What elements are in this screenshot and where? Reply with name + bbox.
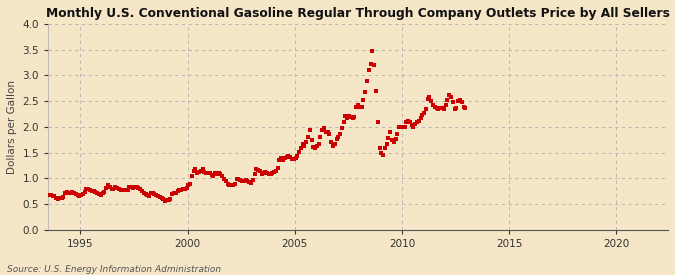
Title: Monthly U.S. Conventional Gasoline Regular Through Company Outlets Price by All : Monthly U.S. Conventional Gasoline Regul… [46,7,670,20]
Y-axis label: Dollars per Gallon: Dollars per Gallon [7,80,17,174]
Text: Source: U.S. Energy Information Administration: Source: U.S. Energy Information Administ… [7,265,221,274]
